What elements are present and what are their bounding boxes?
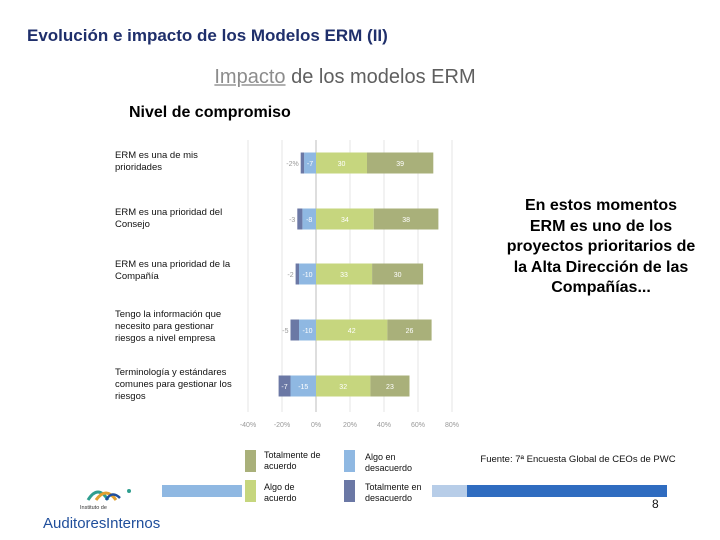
bar-algo-de-acuerdo-5 [316, 375, 371, 397]
data-label-totalmente-en-desacuerdo-5: -7 [281, 384, 287, 391]
bar-totalmente-de-acuerdo-2 [373, 208, 439, 230]
data-label-algo-de-acuerdo-5: 32 [339, 384, 347, 391]
bar-algo-en-desacuerdo-2 [302, 208, 316, 230]
category-label-3: ERM es una prioridad de la Compañía [115, 259, 231, 282]
data-label-algo-de-acuerdo-3: 33 [340, 272, 348, 279]
bar-totalmente-de-acuerdo-4 [387, 319, 432, 341]
bar-totalmente-de-acuerdo-1 [367, 152, 434, 174]
data-label-totalmente-en-desacuerdo-1: -2% [286, 161, 298, 168]
x-tick-label: 40% [377, 422, 391, 429]
data-label-algo-de-acuerdo-4: 42 [348, 328, 356, 335]
bar-totalmente-en-desacuerdo-1 [300, 152, 305, 174]
category-label-4: Tengo la información que necesito para g… [115, 309, 222, 344]
data-label-totalmente-de-acuerdo-4: 26 [406, 328, 414, 335]
footer-band-right [467, 485, 667, 497]
bar-algo-de-acuerdo-3 [316, 263, 373, 285]
bar-totalmente-en-desacuerdo-5 [278, 375, 291, 397]
category-label-2: ERM es una prioridad del Consejo [115, 207, 223, 230]
section-title-highlight: Impacto [214, 66, 286, 88]
bar-totalmente-en-desacuerdo-2 [297, 208, 303, 230]
legend-label-totalmente-en-desacuerdo: Totalmente en desacuerdo [365, 482, 422, 503]
data-label-totalmente-de-acuerdo-1: 39 [396, 161, 404, 168]
data-label-algo-en-desacuerdo-5: -15 [298, 384, 308, 391]
x-tick-label: -20% [274, 422, 290, 429]
section-title-rest: de los modelos ERM [285, 66, 476, 88]
x-tick-label: 60% [411, 422, 425, 429]
data-label-algo-de-acuerdo-2: 34 [341, 217, 349, 224]
x-tick-label: 20% [343, 422, 357, 429]
data-label-algo-en-desacuerdo-2: -8 [306, 217, 312, 224]
section-title: Impacto de los modelos ERM [0, 66, 690, 89]
bar-algo-de-acuerdo-1 [316, 152, 367, 174]
legend-label-algo-de-acuerdo: Algo de acuerdo [264, 482, 297, 503]
source-note: Fuente: 7ª Encuesta Global de CEOs de PW… [480, 454, 676, 465]
bar-algo-de-acuerdo-4 [316, 319, 388, 341]
slide-title: Evolución e impacto de los Modelos ERM (… [27, 26, 388, 45]
x-tick-label: 80% [445, 422, 459, 429]
logo-line3: Internos [106, 515, 160, 532]
category-label-1: ERM es una de mis prioridades [115, 150, 198, 173]
bar-totalmente-de-acuerdo-3 [372, 263, 424, 285]
category-label-5: Terminología y estándares comunes para g… [115, 367, 232, 402]
footer-band-left [162, 485, 242, 497]
chart-bars: -7 -2% 30 39 -8 -3 34 38 -10 -2 33 30 -10 -5 42 26 -15 -7… [278, 152, 439, 397]
legend-swatch-totalmente-en-desacuerdo [344, 480, 355, 502]
legend-swatch-algo-de-acuerdo [245, 480, 256, 502]
bar-algo-en-desacuerdo-3 [299, 263, 316, 285]
chart-x-ticks: -40% -20% 0% 20% 40% 60% 80% [240, 422, 459, 429]
legend-swatch-algo-en-desacuerdo [344, 450, 355, 472]
data-label-algo-en-desacuerdo-4: -10 [302, 328, 312, 335]
data-label-totalmente-en-desacuerdo-4: -5 [282, 328, 288, 335]
data-label-algo-en-desacuerdo-1: -7 [307, 161, 313, 168]
bar-totalmente-de-acuerdo-5 [370, 375, 410, 397]
x-tick-label: -40% [240, 422, 256, 429]
data-label-totalmente-en-desacuerdo-3: -2 [287, 272, 293, 279]
auditores-internos-logo: Instituto de Auditores Internos [43, 489, 160, 532]
data-label-totalmente-en-desacuerdo-2: -3 [289, 217, 295, 224]
logo-line2: Auditores [43, 515, 106, 532]
footer-band-mid [432, 485, 467, 497]
data-label-totalmente-de-acuerdo-3: 30 [394, 272, 402, 279]
chart-heading: Nivel de compromiso [129, 104, 291, 121]
data-label-algo-de-acuerdo-1: 30 [338, 161, 346, 168]
bar-algo-en-desacuerdo-5 [290, 375, 316, 397]
legend-label-totalmente-de-acuerdo: Totalmente de acuerdo [264, 450, 321, 471]
page-number: 8 [652, 497, 659, 511]
bar-totalmente-en-desacuerdo-4 [290, 319, 299, 341]
bar-algo-en-desacuerdo-4 [299, 319, 316, 341]
data-label-totalmente-de-acuerdo-5: 23 [386, 384, 394, 391]
data-label-totalmente-de-acuerdo-2: 38 [402, 217, 410, 224]
legend-label-algo-en-desacuerdo: Algo en desacuerdo [365, 452, 413, 473]
data-label-algo-en-desacuerdo-3: -10 [302, 272, 312, 279]
x-tick-label: 0% [311, 422, 321, 429]
bar-algo-en-desacuerdo-1 [304, 152, 316, 174]
callout-text: En estos momentos ERM es uno de los proy… [506, 197, 696, 296]
legend-swatch-totalmente-de-acuerdo [245, 450, 256, 472]
bar-algo-de-acuerdo-2 [316, 208, 374, 230]
bar-totalmente-en-desacuerdo-3 [295, 263, 299, 285]
logo-line1: Instituto de [80, 505, 107, 511]
